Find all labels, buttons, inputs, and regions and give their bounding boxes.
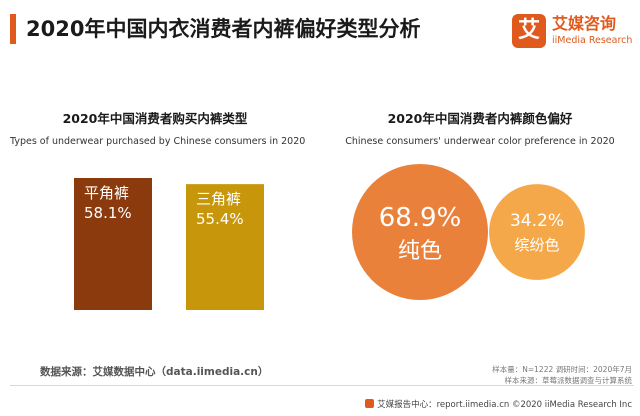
logo-name: 艾媒咨询	[552, 14, 617, 33]
bubble-chart-title: 2020年中国消费者内裤颜色偏好	[387, 111, 573, 126]
bubble-label-1: 纯色	[398, 239, 442, 264]
bar-1	[74, 178, 152, 310]
bubble-value-2: 34.2%	[510, 211, 564, 231]
bar-label-1: 平角裤	[84, 184, 129, 202]
logo-subtitle: iiMedia Research	[552, 35, 633, 46]
bar-value-1: 58.1%	[84, 204, 132, 222]
footer-divider	[10, 385, 634, 386]
iimedia-logo: 艾 艾媒咨询 iiMedia Research	[512, 14, 634, 50]
sample-info: 样本量：N=1222 调研时间：2020年7月	[492, 365, 632, 374]
bubble-value-1: 68.9%	[379, 203, 462, 233]
bar-value-2: 55.4%	[196, 210, 244, 228]
bubble-label-2: 缤纷色	[514, 236, 559, 254]
footer-report-text: 艾媒报告中心：report.iimedia.cn ©2020 iiMedia R…	[377, 400, 632, 410]
bar-chart-title: 2020年中国消费者购买内裤类型	[62, 111, 248, 126]
logo-badge: 艾	[512, 14, 546, 48]
bar-2	[186, 184, 264, 310]
bar-label-2: 三角裤	[196, 190, 241, 208]
page-title: 2020年中国内衣消费者内裤偏好类型分析	[26, 17, 421, 41]
data-source: 数据来源：艾媒数据中心（data.iimedia.cn）	[40, 366, 269, 378]
title-accent-bar	[10, 14, 16, 44]
bubble-1	[352, 164, 488, 300]
footer-report-center: 艾媒报告中心：report.iimedia.cn ©2020 iiMedia R…	[365, 398, 632, 410]
bubble-2	[489, 184, 585, 280]
bubble-chart-subtitle: Chinese consumers' underwear color prefe…	[345, 136, 615, 147]
report-center-icon	[365, 399, 375, 408]
sample-source: 样本来源：草莓派数据调查与计算系统	[504, 376, 633, 385]
bar-chart-subtitle: Types of underwear purchased by Chinese …	[10, 136, 306, 147]
